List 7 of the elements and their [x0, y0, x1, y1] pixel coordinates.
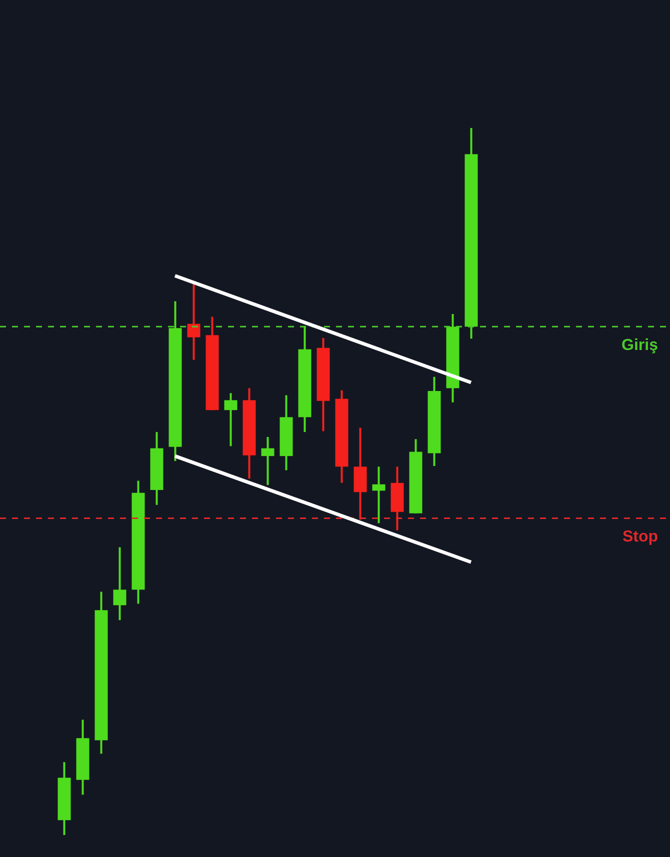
candlestick [261, 436, 274, 486]
candlestick [187, 283, 200, 361]
candlestick [113, 546, 126, 622]
ref-line-label: Stop [622, 528, 658, 546]
candlestick [372, 466, 386, 524]
candlestick [224, 392, 238, 448]
ref-line-label: Giriş [622, 337, 658, 354]
